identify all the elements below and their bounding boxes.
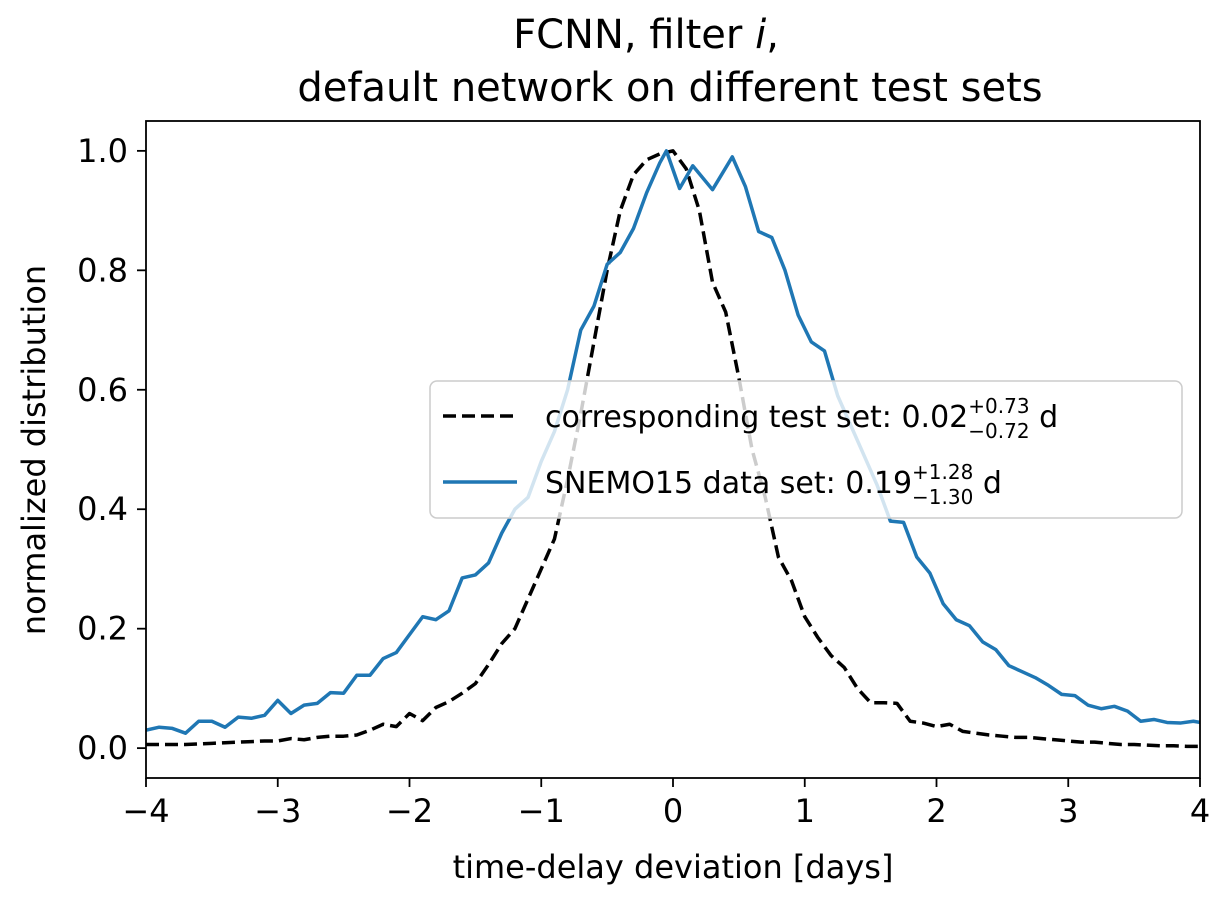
x-tick-label: 4 [1190,792,1210,830]
series-line-snemo15 [146,149,1200,735]
y-tick-label: 0.2 [77,610,128,648]
y-tick-label: 0.4 [77,490,128,528]
y-tick-label: 0.0 [77,729,128,767]
ticks-layer: −4 −3 −2 −1 0 1 2 3 4 0.0 0.2 0.4 0.6 0.8 1.0 [77,132,1210,830]
y-tick-label: 0.6 [77,371,128,409]
x-tick-label: −4 [122,792,169,830]
x-tick-label: 0 [663,792,683,830]
chart-title-line2: default network on different test sets [297,65,1042,111]
chart-title-line1: FCNN, filter i, [513,12,779,58]
legend-box [429,380,1183,519]
x-axis-label: time-delay deviation [days] [453,848,894,886]
x-tick-label: −3 [254,792,301,830]
series-line-test-set [146,149,1200,749]
x-tick-label: −2 [386,792,433,830]
x-tick-label: −1 [518,792,565,830]
chart-title-italic: i [755,12,766,58]
legend: corresponding test set: 0.02+0.73 −0.72 d… [429,380,1183,519]
y-tick-label: 1.0 [77,132,128,170]
legend-label-snemo15: SNEMO15 data set: 0.19+1.28 −1.30 d [545,460,1002,509]
x-tick-label: 2 [926,792,946,830]
x-tick-label: 1 [795,792,815,830]
x-tick-label: 3 [1058,792,1078,830]
y-axis-label: normalized distribution [15,265,53,635]
y-tick-label: 0.8 [77,251,128,289]
series-layer [146,149,1200,749]
legend-label-test-set: corresponding test set: 0.02+0.73 −0.72 d [545,394,1058,443]
plot-frame [145,120,1201,779]
